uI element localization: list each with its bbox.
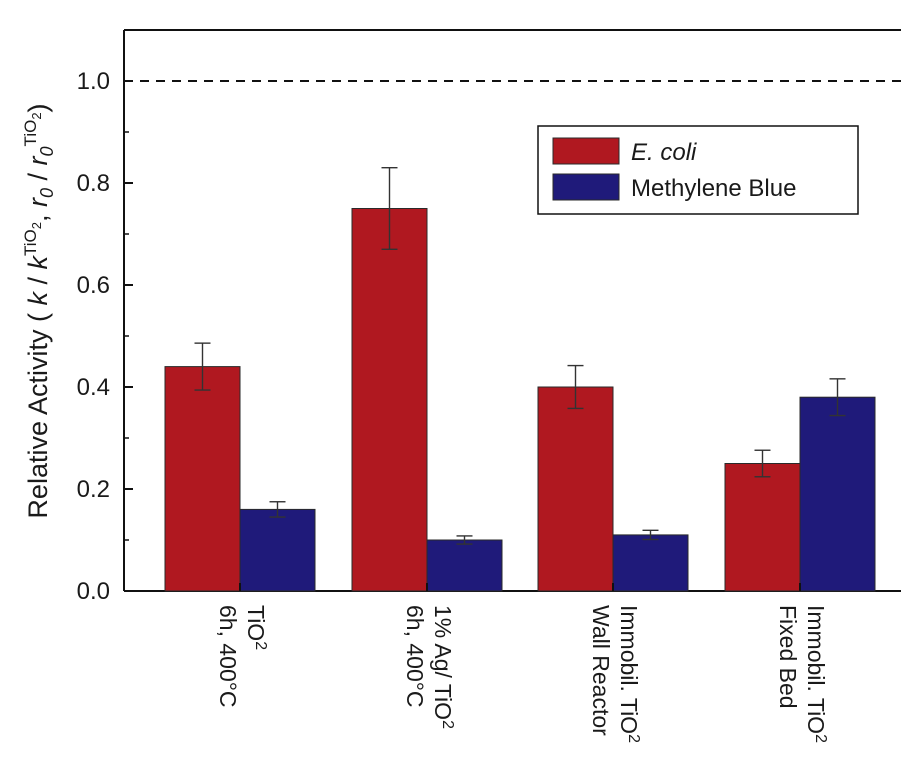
legend-swatch-methylene-blue — [552, 173, 620, 201]
bar-methylene-blue-0 — [239, 508, 316, 592]
legend-swatch-ecoli — [552, 137, 620, 165]
error-bar-ecoli-3 — [754, 449, 771, 478]
bar-ecoli-1 — [351, 208, 428, 592]
y-tick-label: 0.6 — [77, 272, 110, 299]
x-category-line: Wall Reactor — [588, 605, 614, 736]
y-tick-label: 0.0 — [77, 578, 110, 605]
bar-methylene-blue-1 — [426, 539, 503, 592]
x-category-line: 6h, 400°C — [215, 605, 241, 708]
legend-label-methylene-blue: Methylene Blue — [631, 175, 796, 202]
error-bar-methylene-blue-1 — [456, 535, 473, 545]
x-category-line: 1% Ag/ TiO2 — [430, 605, 457, 729]
bars-group — [164, 166, 876, 592]
legend-label-ecoli: E. coli — [631, 139, 697, 166]
x-category-line: 6h, 400°C — [402, 605, 428, 708]
y-tick-label: 0.8 — [77, 170, 110, 197]
y-ticks-group: 0.0 0.2 0.4 0.6 0.8 1.0 — [77, 68, 133, 605]
bar-ecoli-2 — [537, 386, 614, 592]
x-category-line: Immobil. TiO2 — [803, 605, 830, 743]
y-tick-label: 0.2 — [77, 476, 110, 503]
error-bar-methylene-blue-3 — [829, 378, 846, 417]
error-bar-ecoli-1 — [381, 166, 398, 251]
bar-ecoli-3 — [724, 463, 801, 592]
y-axis-title-text: Relative Activity ( k / kTiO2, r0 / r0Ti… — [21, 103, 57, 518]
error-bar-ecoli-0 — [194, 342, 211, 391]
y-tick-label: 0.4 — [77, 374, 110, 401]
error-bar-ecoli-2 — [567, 364, 584, 410]
legend: E. coli Methylene Blue — [537, 125, 859, 215]
error-bar-methylene-blue-2 — [642, 529, 659, 541]
bar-ecoli-0 — [164, 366, 241, 592]
error-bar-methylene-blue-0 — [269, 501, 286, 518]
bar-methylene-blue-3 — [799, 396, 876, 592]
x-category-line: Fixed Bed — [775, 605, 801, 709]
x-category-line: Immobil. TiO2 — [616, 605, 643, 743]
y-axis-title: Relative Activity ( k / kTiO2, r0 / r0Ti… — [21, 103, 57, 518]
y-tick-label: 1.0 — [77, 68, 110, 95]
x-category-line: TiO2 — [243, 605, 270, 650]
bar-methylene-blue-2 — [612, 534, 689, 592]
